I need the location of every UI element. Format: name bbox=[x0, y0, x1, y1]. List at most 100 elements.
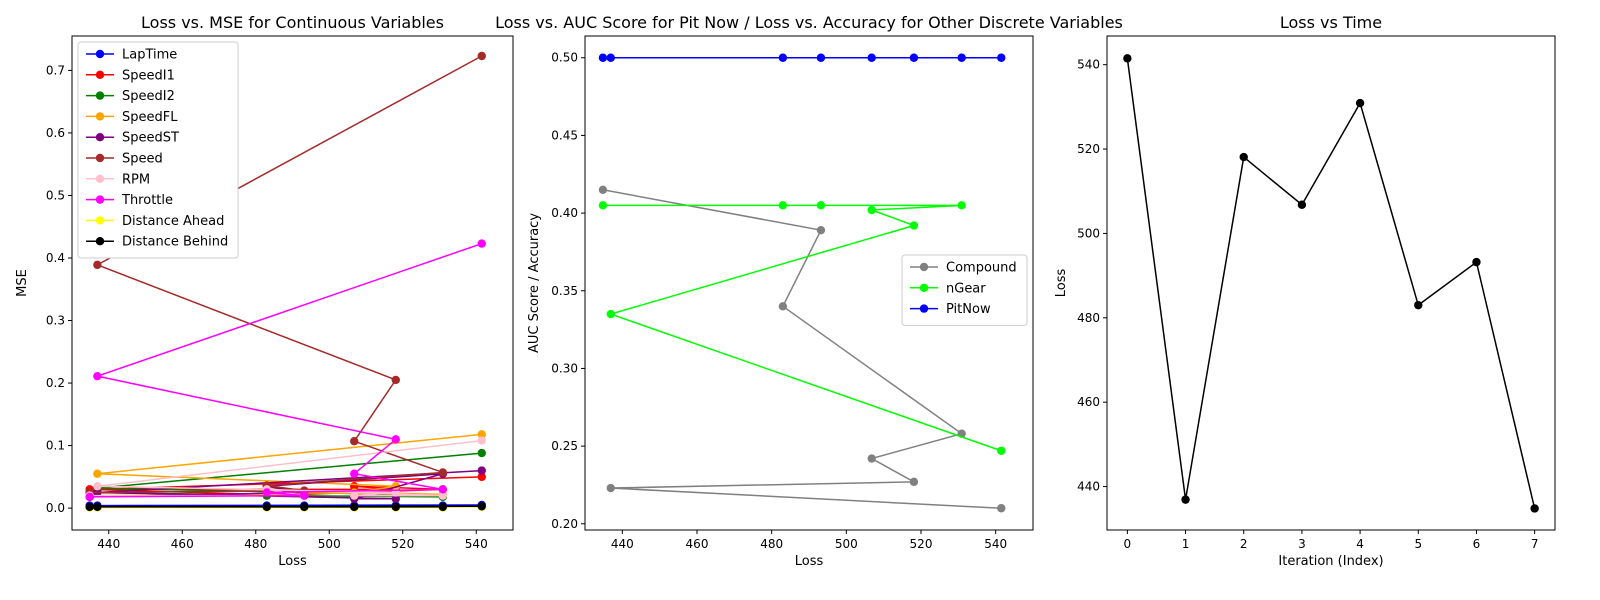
legend-swatch-marker bbox=[95, 216, 105, 225]
data-point bbox=[350, 491, 359, 500]
legend-entry-label: SpeedST bbox=[122, 131, 179, 146]
series-line bbox=[602, 204, 1002, 452]
x-axis-label: Loss bbox=[795, 554, 824, 569]
chart-panel-2: Loss vs. AUC Score for Pit Now / Loss vs… bbox=[495, 13, 1123, 569]
x-tick-label: 520 bbox=[391, 537, 414, 551]
x-tick-label: 540 bbox=[984, 537, 1007, 551]
data-point bbox=[300, 491, 309, 500]
series-line bbox=[89, 505, 482, 508]
axes-frame bbox=[584, 35, 1034, 531]
data-point bbox=[606, 483, 615, 493]
data-point bbox=[867, 53, 876, 62]
series-line bbox=[1126, 58, 1536, 509]
data-point bbox=[867, 454, 876, 463]
legend-swatch-marker bbox=[95, 91, 105, 100]
legend-entry-label: SpeedI2 bbox=[122, 89, 175, 104]
legend-entry-label: LapTime bbox=[122, 48, 177, 63]
x-tick-label: 540 bbox=[465, 537, 488, 551]
legend-entry-label: Throttle bbox=[121, 193, 173, 208]
y-axis-label: MSE bbox=[15, 269, 30, 297]
axes-frame bbox=[71, 35, 514, 531]
y-tick-label: 0.25 bbox=[551, 439, 578, 453]
data-point bbox=[300, 502, 309, 512]
data-point bbox=[1414, 300, 1423, 310]
data-point bbox=[438, 468, 448, 477]
data-point bbox=[598, 53, 608, 62]
data-point bbox=[85, 492, 94, 502]
chart-title: Loss vs. AUC Score for Pit Now / Loss vs… bbox=[495, 13, 1123, 32]
data-point bbox=[391, 502, 400, 512]
data-point bbox=[477, 472, 486, 482]
legend-swatch-marker bbox=[95, 133, 105, 142]
y-tick-label: 0.7 bbox=[46, 63, 65, 77]
data-point bbox=[93, 260, 102, 270]
x-tick-label: 2 bbox=[1240, 537, 1248, 551]
x-tick-label: 0 bbox=[1124, 537, 1132, 551]
legend-box bbox=[901, 254, 1028, 326]
data-point bbox=[1530, 504, 1539, 513]
x-tick-label: 520 bbox=[910, 537, 933, 551]
data-point bbox=[909, 477, 919, 487]
data-point bbox=[598, 185, 608, 194]
series-line bbox=[602, 189, 1002, 509]
y-tick-label: 0.1 bbox=[46, 439, 65, 453]
x-tick-label: 7 bbox=[1531, 537, 1539, 551]
y-tick-label: 0.4 bbox=[46, 251, 65, 265]
data-point bbox=[93, 502, 102, 512]
series-laptime bbox=[85, 500, 486, 510]
data-point bbox=[778, 302, 788, 311]
data-point bbox=[477, 430, 486, 439]
y-tick-label: 0.40 bbox=[551, 206, 578, 220]
x-tick-label: 480 bbox=[760, 537, 783, 551]
x-axis-label: Loss bbox=[278, 554, 307, 569]
x-tick-label: 440 bbox=[611, 537, 634, 551]
data-point bbox=[997, 446, 1006, 455]
series-compound bbox=[598, 185, 1006, 513]
data-point bbox=[816, 201, 826, 210]
data-point bbox=[957, 201, 966, 210]
y-tick-label: 0.0 bbox=[46, 501, 65, 515]
legend-swatch-marker bbox=[95, 174, 105, 183]
legend-swatch-marker bbox=[95, 195, 105, 204]
data-point bbox=[350, 437, 359, 446]
x-tick-label: 500 bbox=[835, 537, 858, 551]
y-axis-label: AUC Score / Accuracy bbox=[527, 213, 542, 353]
y-axis-label: Loss bbox=[1054, 269, 1069, 298]
data-point bbox=[85, 502, 94, 512]
legend-swatch-marker bbox=[919, 304, 929, 313]
data-point bbox=[477, 502, 486, 511]
y-tick-label: 0.2 bbox=[46, 376, 65, 390]
legend-swatch-marker bbox=[95, 237, 105, 246]
y-tick-label: 520 bbox=[1077, 142, 1100, 156]
axes-frame bbox=[1106, 35, 1556, 531]
legend: LapTime SpeedI1 SpeedI2 SpeedFL SpeedST Speed… bbox=[77, 41, 239, 259]
legend-entry-label: Distance Behind bbox=[122, 235, 228, 250]
data-point bbox=[909, 221, 919, 230]
y-tick-label: 0.6 bbox=[46, 126, 65, 140]
legend-entry-label: RPM bbox=[122, 172, 150, 187]
data-point bbox=[477, 466, 486, 475]
data-point bbox=[867, 205, 876, 215]
data-point bbox=[1297, 200, 1307, 209]
data-point bbox=[957, 53, 966, 62]
data-point bbox=[438, 502, 448, 512]
data-point bbox=[391, 375, 400, 385]
y-tick-label: 0.35 bbox=[551, 284, 578, 298]
data-point bbox=[350, 502, 359, 512]
data-point bbox=[997, 53, 1006, 62]
chart-panel-1: Loss vs. MSE for Continuous Variables 440… bbox=[15, 13, 514, 569]
y-tick-label: 440 bbox=[1077, 480, 1100, 494]
plot-area bbox=[1123, 54, 1539, 513]
data-point bbox=[1181, 495, 1190, 504]
chart-title: Loss vs Time bbox=[1280, 13, 1382, 32]
data-point bbox=[477, 436, 486, 445]
data-point bbox=[391, 494, 400, 503]
legend-entry-label: PitNow bbox=[946, 302, 991, 317]
x-tick-label: 500 bbox=[318, 537, 341, 551]
legend-entry-label: Speed bbox=[122, 152, 163, 167]
x-tick-label: 5 bbox=[1414, 537, 1422, 551]
y-tick-label: 500 bbox=[1077, 226, 1100, 240]
series-throttle bbox=[85, 239, 486, 502]
data-point bbox=[262, 488, 271, 497]
